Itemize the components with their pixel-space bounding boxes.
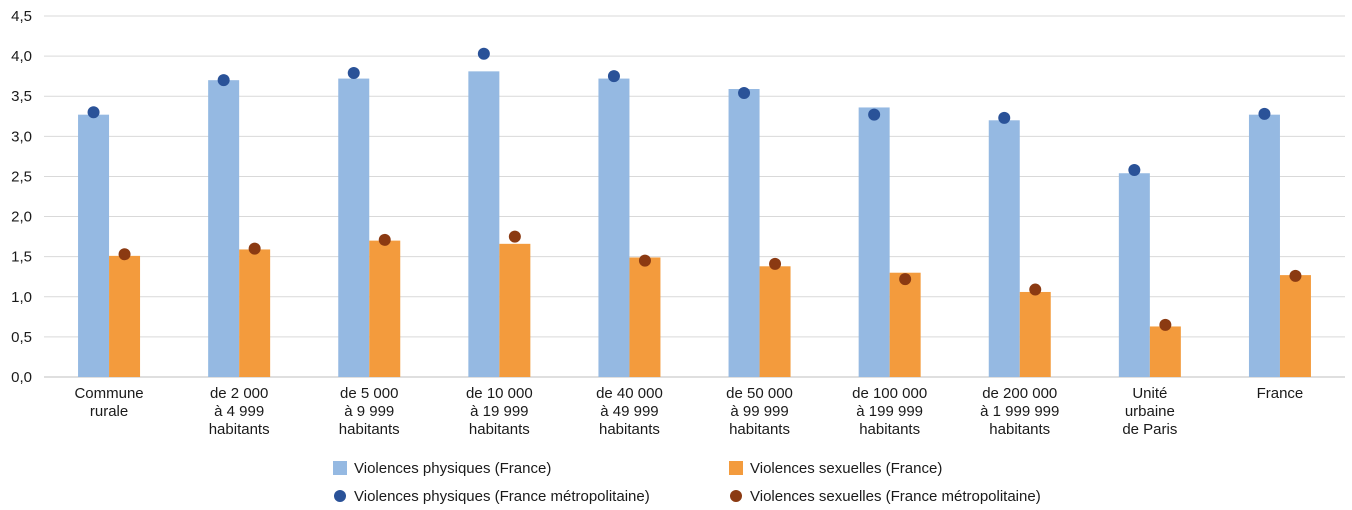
legend-marker (334, 490, 346, 502)
bar-violences-sexuelles (1149, 326, 1181, 377)
bar-violences-sexuelles (1019, 291, 1051, 377)
bar-violences-physiques (858, 107, 890, 377)
legend-label: Violences sexuelles (France métropolitai… (750, 488, 1041, 505)
bar-violences-physiques (1248, 114, 1280, 377)
legend-label: Violences physiques (France métropolitai… (354, 488, 650, 505)
point-violences-physiques-metropole (738, 87, 751, 100)
category-label: Unité urbaine de Paris (1122, 385, 1177, 438)
category-label: de 50 000 à 99 999 habitants (726, 385, 793, 438)
point-violences-sexuelles-metropole (1029, 283, 1042, 296)
legend-label: Violences sexuelles (France) (750, 460, 942, 477)
point-violences-physiques-metropole (347, 66, 360, 79)
point-violences-sexuelles-metropole (118, 248, 131, 261)
bar-violences-physiques (208, 80, 240, 377)
y-tick-label: 2,5 (11, 168, 32, 185)
legend-label: Violences physiques (France) (354, 460, 551, 477)
bar-violences-sexuelles (239, 249, 271, 377)
point-violences-physiques-metropole (607, 70, 620, 83)
y-tick-label: 4,5 (11, 8, 32, 25)
bar-violences-sexuelles (1279, 275, 1311, 377)
point-violences-physiques-metropole (998, 111, 1011, 124)
point-violences-sexuelles-metropole (899, 273, 912, 286)
point-violences-physiques-metropole (217, 74, 230, 87)
category-label: de 5 000 à 9 999 habitants (339, 385, 400, 438)
y-tick-label: 1,0 (11, 289, 32, 306)
point-violences-sexuelles-metropole (1289, 269, 1302, 282)
category-label: de 200 000 à 1 999 999 habitants (980, 385, 1059, 438)
legend-item: Violences sexuelles (France) (729, 460, 942, 477)
bar-violences-sexuelles (369, 240, 401, 377)
y-tick-label: 0,0 (11, 369, 32, 386)
bar-violences-physiques (468, 71, 500, 377)
bar-violences-sexuelles (889, 272, 921, 377)
bar-violences-physiques (1118, 173, 1150, 377)
y-tick-label: 4,0 (11, 48, 32, 65)
y-tick-label: 3,5 (11, 88, 32, 105)
point-violences-sexuelles-metropole (508, 230, 521, 243)
bar-violences-physiques (728, 89, 760, 377)
bar-violences-sexuelles (499, 243, 531, 377)
legend-swatch (729, 461, 743, 475)
category-label: de 100 000 à 199 999 habitants (852, 385, 927, 438)
bar-violences-physiques (598, 78, 630, 377)
y-tick-label: 1,5 (11, 249, 32, 266)
bar-violences-physiques (78, 114, 110, 377)
point-violences-physiques-metropole (477, 47, 490, 60)
category-label: de 40 000 à 49 999 habitants (596, 385, 663, 438)
point-violences-sexuelles-metropole (1159, 318, 1172, 331)
point-violences-physiques-metropole (1258, 107, 1271, 120)
y-tick-label: 0,5 (11, 329, 32, 346)
y-tick-label: 3,0 (11, 128, 32, 145)
category-label: de 10 000 à 19 999 habitants (466, 385, 533, 438)
point-violences-physiques-metropole (87, 106, 100, 119)
point-violences-sexuelles-metropole (378, 233, 391, 246)
bar-violences-sexuelles (629, 257, 661, 377)
legend-marker (730, 490, 742, 502)
legend-item: Violences sexuelles (France métropolitai… (730, 488, 1041, 505)
category-label: de 2 000 à 4 999 habitants (209, 385, 270, 438)
y-tick-label: 2,0 (11, 209, 32, 226)
category-label: Commune rurale (74, 385, 143, 420)
bar-violences-physiques (338, 78, 370, 377)
legend-item: Violences physiques (France métropolitai… (334, 488, 650, 505)
point-violences-sexuelles-metropole (248, 242, 261, 255)
legend-swatch (333, 461, 347, 475)
point-violences-physiques-metropole (868, 108, 881, 121)
point-violences-sexuelles-metropole (638, 254, 651, 267)
category-label: France (1257, 385, 1304, 402)
legend-item: Violences physiques (France) (333, 460, 551, 477)
bar-violences-sexuelles (759, 266, 791, 377)
bar-violences-physiques (988, 120, 1020, 378)
point-violences-physiques-metropole (1128, 164, 1141, 177)
point-violences-sexuelles-metropole (769, 257, 782, 270)
bar-violences-sexuelles (109, 255, 141, 377)
